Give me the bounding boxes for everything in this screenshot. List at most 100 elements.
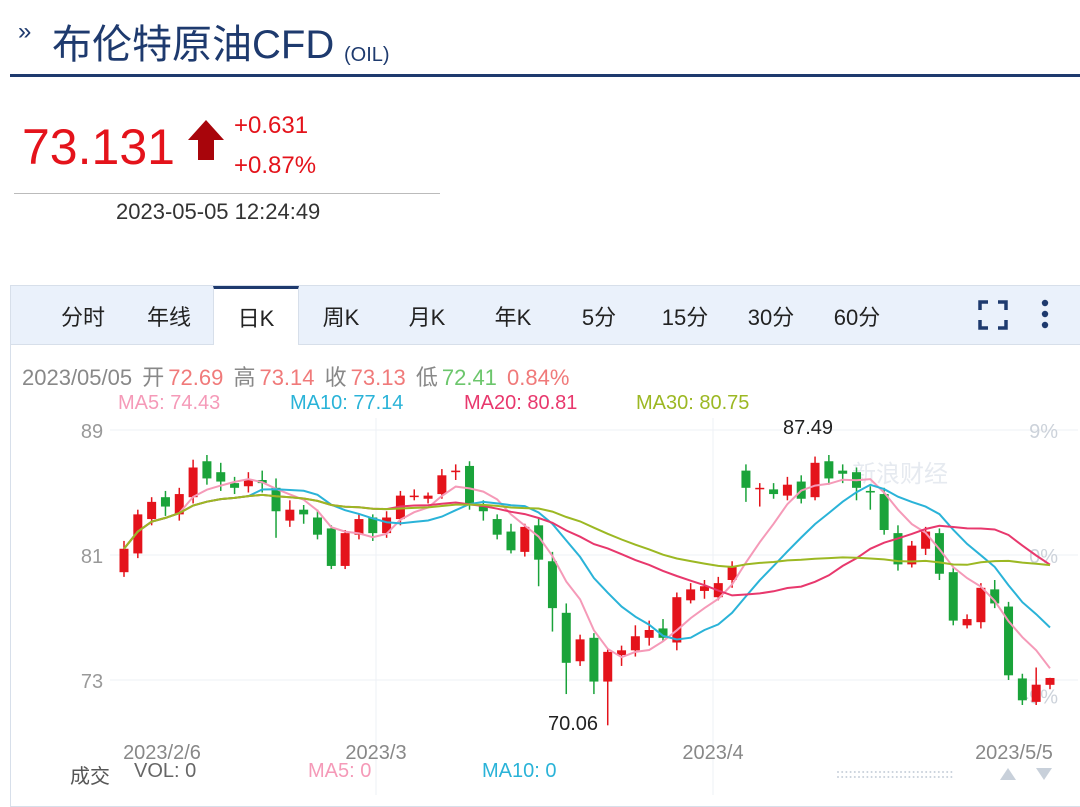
y-tick-label: 89: [81, 421, 103, 443]
close-value: 73.13: [350, 365, 406, 390]
scroll-dot: [900, 776, 902, 778]
scroll-dot: [912, 776, 915, 778]
candle-body: [285, 509, 295, 521]
up-arrow-icon: [188, 120, 224, 160]
candle-body: [699, 586, 709, 591]
candle-body: [174, 494, 184, 515]
tab-yearly-k[interactable]: 年K: [494, 305, 532, 330]
tab-60min[interactable]: 60分: [833, 305, 881, 330]
high-value: 73.14: [259, 365, 315, 390]
candle-body: [810, 462, 820, 498]
tab-5min[interactable]: 5分: [581, 305, 617, 330]
scroll-dot: [891, 771, 894, 773]
volume-value: VOL: 0: [134, 760, 197, 782]
fullscreen-icon[interactable]: [978, 300, 1008, 330]
low-value: 72.41: [441, 365, 497, 390]
scroll-dot: [908, 776, 911, 778]
scroll-dot: [895, 776, 898, 778]
open-value: 72.69: [168, 365, 224, 390]
scroll-arrows-icon[interactable]: [996, 766, 1056, 782]
candle-body: [478, 506, 488, 512]
scroll-dot: [883, 771, 886, 773]
candle-body: [865, 490, 875, 493]
scroll-dot: [858, 776, 860, 778]
y-tick-label: 73: [81, 671, 103, 693]
y-pct-tick-label: 0%: [1029, 546, 1058, 568]
candle-body: [409, 495, 419, 498]
scroll-dot: [849, 771, 852, 773]
candle-body: [506, 531, 516, 551]
volume-ma10: MA10: 0: [482, 760, 557, 782]
candle-body: [755, 487, 765, 490]
scroll-dot: [916, 776, 919, 778]
scroll-dot: [845, 776, 848, 778]
candle-body: [492, 519, 502, 535]
low-label: 低: [415, 365, 438, 390]
scroll-dot: [887, 776, 890, 778]
double-chevron-right-icon: »: [18, 18, 32, 45]
candle-body: [879, 494, 889, 530]
candle-body: [658, 628, 668, 638]
candle-body: [921, 531, 931, 549]
tab-timeshare[interactable]: 分时: [60, 305, 105, 330]
candle-body: [368, 517, 378, 534]
y-pct-tick-label: 9%: [1029, 421, 1058, 443]
tab-30min[interactable]: 30分: [747, 305, 795, 330]
tab-monthly-k[interactable]: 月K: [408, 305, 446, 330]
scroll-dot: [858, 771, 860, 773]
scroll-dot: [874, 771, 877, 773]
candle-body: [1017, 678, 1027, 701]
price-change: +0.631: [234, 112, 309, 139]
scroll-dot: [946, 776, 949, 778]
scroll-dot: [870, 776, 873, 778]
tab-weekly-k[interactable]: 周K: [322, 305, 360, 330]
volume-ma5: MA5: 0: [308, 760, 372, 782]
scroll-dot: [933, 771, 936, 773]
open-label: 开: [142, 365, 165, 390]
candle-body: [271, 487, 281, 512]
ohlc-date: 2023/05/05: [22, 365, 133, 390]
candle-body: [216, 472, 226, 482]
candle-body: [188, 467, 198, 498]
more-vertical-icon[interactable]: [1040, 298, 1050, 330]
candle-body: [133, 514, 143, 554]
candle-body: [465, 465, 475, 505]
tab-15min[interactable]: 15分: [661, 305, 709, 330]
candle-body: [326, 528, 336, 566]
scroll-dot: [946, 771, 949, 773]
candle-body: [934, 533, 944, 574]
candle-body: [686, 589, 696, 601]
candle-body: [1031, 684, 1041, 702]
page-header: [10, 0, 1080, 77]
scroll-dot: [929, 771, 932, 773]
ma10-line: [123, 483, 1051, 641]
x-tick-label: 2023/5/5: [975, 742, 1053, 764]
candle-body: [534, 525, 544, 560]
candle-body: [354, 519, 364, 535]
period-tabbar: 分时 年线 日K 周K 月K 年K 5分 15分 30分 60分: [11, 286, 1080, 345]
scroll-dot: [933, 776, 936, 778]
ma10-legend: MA10: 77.14: [290, 392, 404, 414]
scroll-dot: [895, 771, 898, 773]
ma5-legend: MA5: 74.43: [118, 392, 221, 414]
scroll-dot: [853, 771, 856, 773]
tab-yearline[interactable]: 年线: [146, 305, 191, 330]
candle-body: [672, 597, 682, 643]
candle-body: [782, 484, 792, 496]
watermark-logo: 新浪财经: [852, 460, 948, 488]
candle-body: [589, 637, 599, 682]
candle-body: [824, 461, 834, 479]
scroll-dot: [841, 776, 844, 778]
ma30-line: [123, 493, 1051, 569]
tab-daily-k[interactable]: 日K: [213, 286, 299, 345]
scroll-dot: [845, 771, 848, 773]
page-title: 布伦特原油CFD: [52, 23, 335, 67]
scroll-dot: [866, 771, 869, 773]
candle-body: [382, 517, 392, 534]
candle-body: [976, 587, 986, 623]
scroll-dot: [908, 771, 911, 773]
candle-body: [575, 639, 585, 662]
scroll-dot: [862, 776, 865, 778]
candle-body: [147, 501, 157, 520]
